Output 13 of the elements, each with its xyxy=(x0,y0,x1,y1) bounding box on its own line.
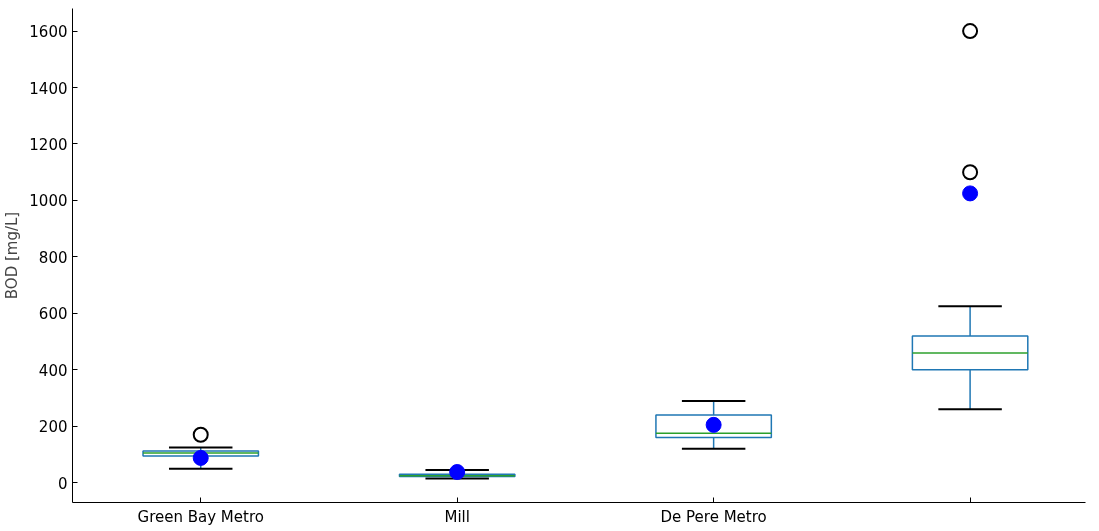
y-tick-label: 0 xyxy=(57,474,68,493)
x-tick-label: Mill xyxy=(444,507,470,526)
y-tick-label: 1200 xyxy=(29,136,68,154)
x-tick-label: De Pere Metro xyxy=(660,507,767,526)
y-tick-label: 400 xyxy=(38,361,68,380)
y-axis-title: BOD [mg/L] xyxy=(3,211,22,300)
x-tick-label: Green Bay Metro xyxy=(137,507,264,526)
y-tick-label: 1000 xyxy=(29,192,68,211)
y-tick-label: 200 xyxy=(38,418,68,437)
y-tick-label: 1600 xyxy=(29,23,68,42)
y-tick-label: 1400 xyxy=(29,79,68,98)
y-tick-label: 600 xyxy=(38,305,68,324)
y-tick-label: 800 xyxy=(38,248,68,267)
